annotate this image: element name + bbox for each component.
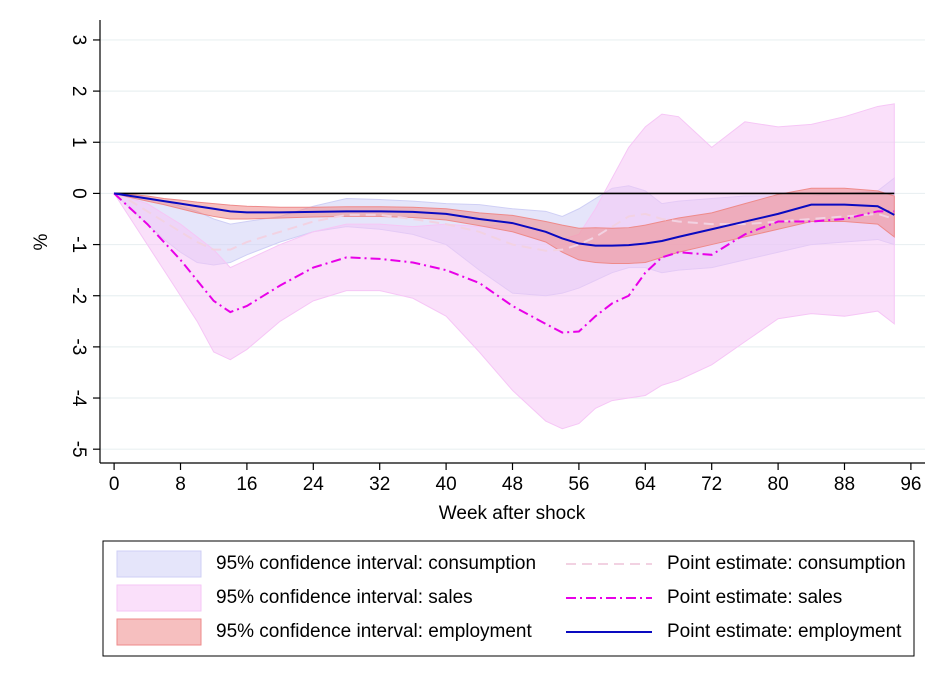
y-tick-label: 1	[68, 137, 89, 148]
x-tick-label: 80	[768, 474, 789, 495]
legend-label: Point estimate: sales	[667, 587, 842, 608]
y-tick-label: -4	[68, 390, 89, 407]
x-tick-label: 96	[900, 474, 921, 495]
legend: 95% confidence interval: consumption 95% …	[116, 550, 906, 646]
plot-area: -5 -4 -3 -2 -1 0 1 2 3 0 8 16 24 32 40 48 56 64 72 80 88 96	[68, 20, 925, 495]
y-tick-label: 3	[68, 35, 89, 46]
line	[113, 192, 895, 247]
y-tick-label: 0	[68, 188, 89, 199]
x-tick-label: 72	[701, 474, 722, 495]
legend-swatch	[116, 618, 202, 646]
legend-swatch	[116, 550, 202, 578]
y-tick-label: -2	[68, 287, 89, 304]
y-tick-label: -5	[68, 441, 89, 458]
x-tick-label: 32	[369, 474, 390, 495]
x-tick-label: 8	[175, 474, 186, 495]
y-tick-label: 2	[68, 86, 89, 97]
y-tick-label: -3	[68, 338, 89, 355]
legend-label: Point estimate: consumption	[667, 553, 906, 574]
x-tick-label: 40	[436, 474, 457, 495]
legend-label: 95% confidence interval: employment	[216, 621, 533, 642]
x-tick-label: 24	[303, 474, 325, 495]
line	[113, 192, 895, 334]
legend-label: 95% confidence interval: sales	[216, 587, 473, 608]
legend-label: 95% confidence interval: consumption	[216, 553, 536, 574]
line	[113, 192, 895, 252]
x-tick-label: 16	[236, 474, 257, 495]
y-tick-label: -1	[68, 236, 89, 253]
x-axis-title: Week after shock	[439, 503, 586, 524]
x-tick-label: 64	[635, 474, 657, 495]
x-tick-label: 48	[502, 474, 523, 495]
x-tick-label: 56	[568, 474, 589, 495]
legend-box	[102, 540, 915, 657]
legend-label: Point estimate: employment	[667, 621, 902, 642]
y-axis-title: %	[31, 233, 52, 250]
x-tick-label: 88	[834, 474, 855, 495]
legend-swatch	[116, 584, 202, 612]
x-tick-label: 0	[109, 474, 120, 495]
